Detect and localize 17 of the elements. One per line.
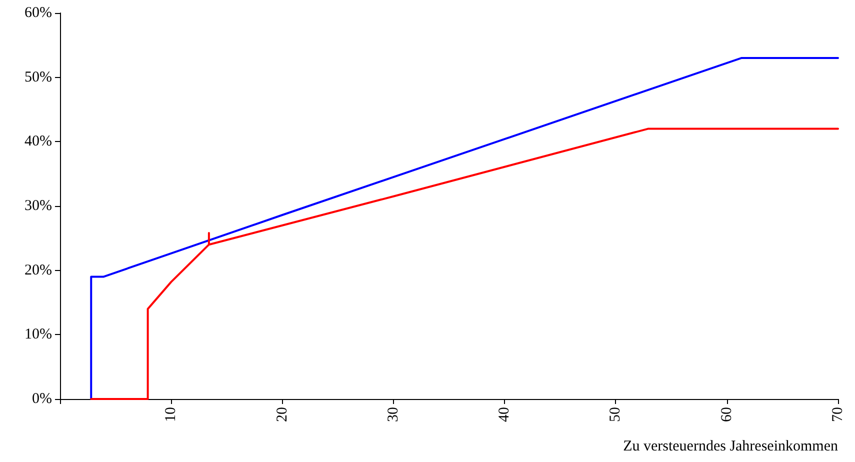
x-tick-label: 40 xyxy=(496,407,513,422)
line-series xyxy=(90,128,839,400)
x-tick-label: 20 xyxy=(274,407,290,422)
y-tick-label: 30% xyxy=(24,198,52,214)
x-tick-label: 10 xyxy=(163,407,180,422)
y-tick-label: 0% xyxy=(32,391,52,407)
y-tick-label: 40% xyxy=(24,134,52,150)
x-tick-label: 30 xyxy=(385,407,402,422)
x-tick-label: 70 xyxy=(830,407,846,422)
y-tick-label: 50% xyxy=(24,69,52,86)
y-tick-label: 20% xyxy=(24,262,52,278)
x-tick-label: 60 xyxy=(718,407,735,422)
y-tick-label: 60% xyxy=(24,5,52,21)
x-axis-title: Zu versteuerndes Jahreseinkommen xyxy=(623,438,838,454)
y-tick-label: 10% xyxy=(24,326,52,343)
x-tick-label: 50 xyxy=(608,407,624,422)
line-series xyxy=(90,57,839,400)
